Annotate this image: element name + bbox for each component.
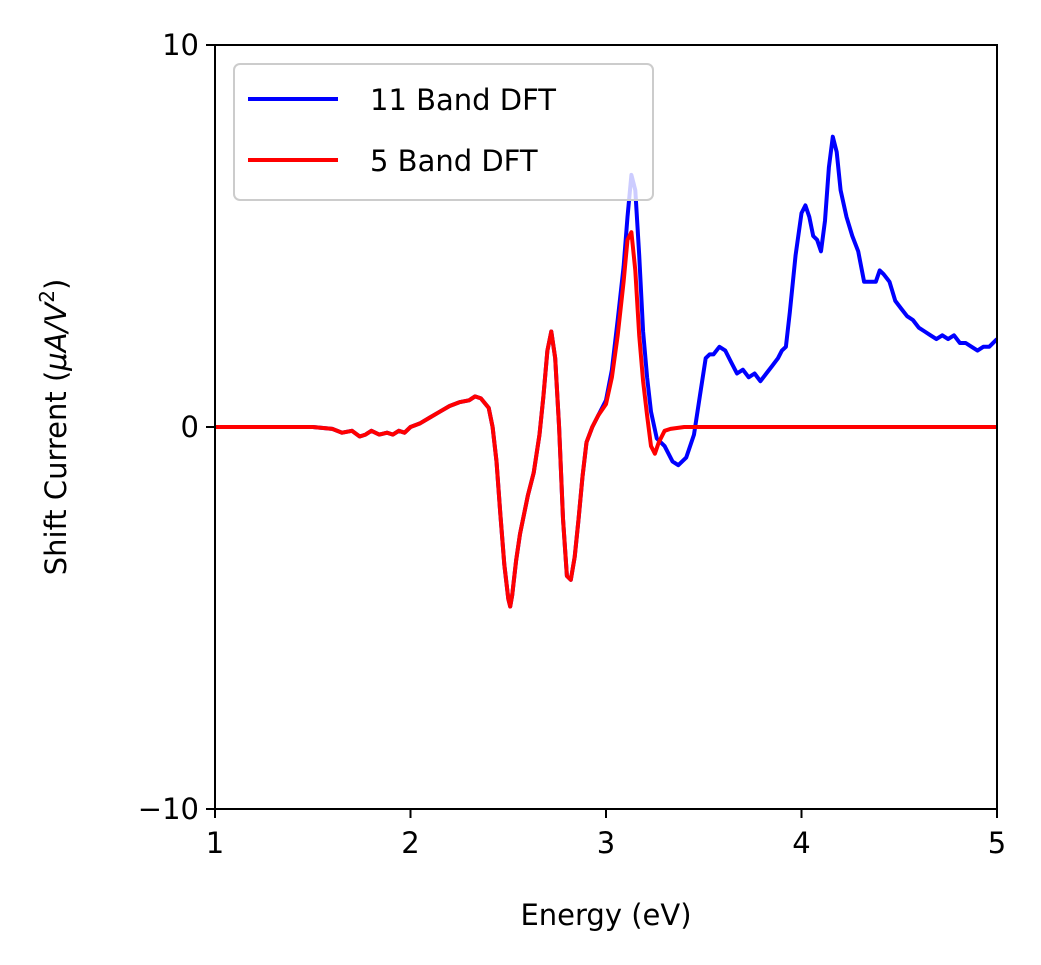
series-layer bbox=[215, 134, 997, 609]
x-tick-label: 2 bbox=[401, 826, 419, 860]
series-line-5-band-dft bbox=[215, 230, 997, 609]
y-axis-label: Shift Current (μA/V2) bbox=[35, 279, 73, 576]
y-axis-ticks: −10 0 10 bbox=[138, 28, 215, 826]
legend-label-5-band: 5 Band DFT bbox=[370, 144, 538, 178]
x-tick-label: 3 bbox=[597, 826, 615, 860]
y-tick-label: −10 bbox=[138, 792, 199, 826]
y-tick-label: 10 bbox=[162, 28, 199, 62]
x-tick-label: 5 bbox=[988, 826, 1006, 860]
x-tick-label: 1 bbox=[206, 826, 224, 860]
x-axis-ticks: 1 2 3 4 5 bbox=[206, 809, 1006, 860]
x-axis-label: Energy (eV) bbox=[520, 898, 691, 932]
legend-label-11-band: 11 Band DFT bbox=[370, 83, 556, 117]
x-tick-label: 4 bbox=[792, 826, 810, 860]
legend-box bbox=[233, 63, 654, 201]
legend: 11 Band DFT 5 Band DFT bbox=[233, 63, 654, 201]
y-tick-label: 0 bbox=[181, 410, 199, 444]
